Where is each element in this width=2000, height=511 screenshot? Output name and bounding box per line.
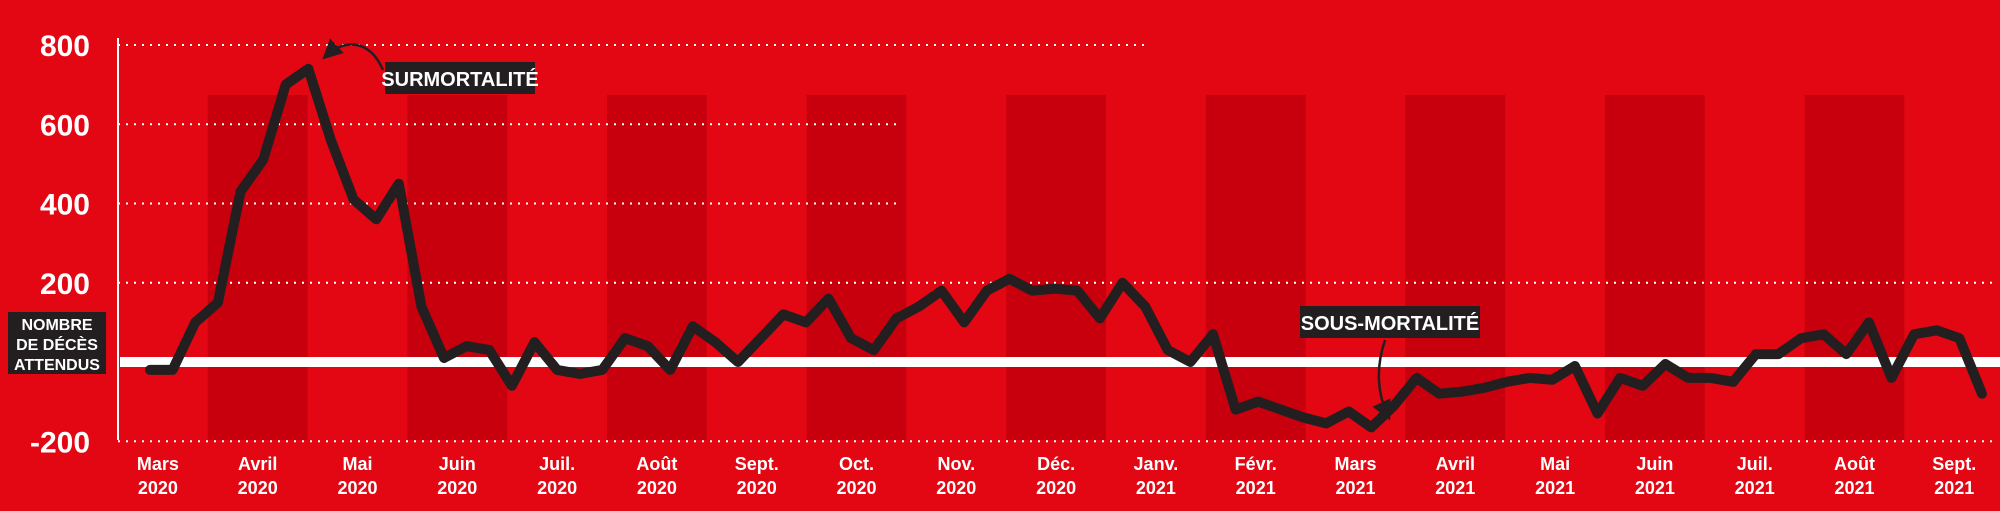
x-tick-label: 2020: [337, 478, 377, 498]
x-tick-label: Sept.: [1932, 454, 1976, 474]
x-tick-label: Août: [636, 454, 677, 474]
x-tick-label: 2021: [1136, 478, 1176, 498]
x-tick-label: 2021: [1335, 478, 1375, 498]
month-bands: [207, 95, 1905, 440]
x-tick-label: Sept.: [735, 454, 779, 474]
x-tick-label: 2021: [1934, 478, 1974, 498]
x-tick-label: Mai: [342, 454, 372, 474]
x-tick-label: 2020: [1036, 478, 1076, 498]
annotations: SURMORTALITÉ SOUS-MORTALITÉ: [322, 38, 1480, 421]
x-tick-label: Juil.: [539, 454, 575, 474]
annotation-sous-mortalite: SOUS-MORTALITÉ: [1301, 312, 1480, 335]
y-tick-label: 200: [40, 268, 90, 301]
baseline-label-line: ATTENDUS: [14, 357, 100, 374]
y-tick-label: 600: [40, 109, 90, 142]
x-tick-label: Août: [1834, 454, 1875, 474]
gridlines: [118, 44, 1995, 443]
x-tick-label: Juil.: [1737, 454, 1773, 474]
x-tick-label: 2020: [138, 478, 178, 498]
x-tick-label: 2021: [1834, 478, 1874, 498]
y-tick-label: 400: [40, 189, 90, 222]
month-band: [407, 95, 508, 440]
x-tick-label: Mars: [137, 454, 179, 474]
y-tick-label: 800: [40, 30, 90, 63]
annotation-box: [1300, 306, 1480, 338]
x-tick-labels: Mars 2020 Avril 2020 Mai 2020 Juin 2020 Juil. 202…: [137, 454, 1976, 498]
annotation-box: [385, 62, 535, 94]
x-tick-label: Avril: [1436, 454, 1475, 474]
x-tick-label: 2020: [537, 478, 577, 498]
month-band: [1205, 95, 1306, 440]
month-band: [806, 95, 907, 440]
x-tick-label: Juin: [439, 454, 476, 474]
month-band: [1605, 95, 1705, 440]
x-tick-label: 2021: [1236, 478, 1276, 498]
y-tick-labels: 800 600 400 200 -200: [30, 30, 90, 459]
x-tick-label: Avril: [238, 454, 277, 474]
x-tick-label: 2021: [1635, 478, 1675, 498]
y-tick-label: -200: [30, 426, 90, 459]
x-tick-label: Nov.: [937, 454, 975, 474]
baseline-label-line: DE DÉCÈS: [16, 335, 98, 354]
x-tick-label: 2020: [238, 478, 278, 498]
x-tick-label: 2020: [936, 478, 976, 498]
x-tick-label: Janv.: [1134, 454, 1179, 474]
series-line: [145, 63, 1987, 433]
month-band: [1006, 95, 1106, 440]
month-band: [607, 95, 707, 440]
x-tick-label: Oct.: [839, 454, 874, 474]
x-tick-label: Févr.: [1235, 454, 1277, 474]
x-tick-label: 2021: [1535, 478, 1575, 498]
x-tick-label: Mars: [1334, 454, 1376, 474]
annotation-surmortalite: SURMORTALITÉ: [381, 68, 538, 91]
x-tick-label: 2020: [737, 478, 777, 498]
x-tick-label: Déc.: [1037, 454, 1075, 474]
expected-deaths-baseline: [120, 357, 2000, 367]
baseline-label-box: [8, 312, 106, 374]
x-tick-label: 2020: [637, 478, 677, 498]
x-tick-label: 2021: [1735, 478, 1775, 498]
month-band: [1804, 95, 1905, 440]
x-tick-label: 2021: [1435, 478, 1475, 498]
x-tick-label: Juin: [1636, 454, 1673, 474]
x-tick-label: 2020: [437, 478, 477, 498]
x-tick-label: Mai: [1540, 454, 1570, 474]
baseline-label-line: NOMBRE: [21, 317, 92, 334]
annotation-arrow: [322, 38, 385, 71]
x-tick-label: 2020: [836, 478, 876, 498]
annotation-arrow: [1372, 339, 1391, 421]
